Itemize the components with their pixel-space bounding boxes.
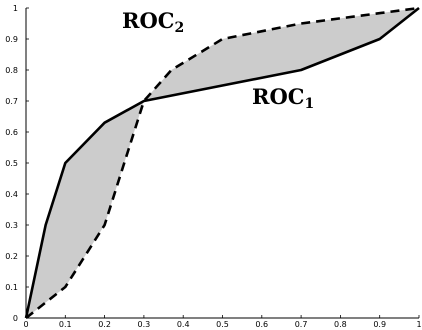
roc1-label: ROC1	[252, 84, 314, 112]
x-tick-label-1: 0.1	[59, 320, 72, 329]
x-tick-label-4: 0.4	[177, 320, 190, 329]
y-tick-label-9: 0.9	[5, 35, 18, 44]
y-tick-label-8: 0.8	[5, 66, 18, 75]
shaded-region	[26, 8, 419, 318]
x-tick-label-5: 0.5	[216, 320, 229, 329]
series-line-roc2	[25, 6, 420, 320]
x-tick-label-3: 0.3	[138, 320, 151, 329]
y-tick-label-3: 0.3	[5, 221, 18, 230]
y-tick-label-0: 0	[13, 314, 18, 323]
series-line-roc1	[24, 6, 420, 319]
roc2-label: ROC2	[122, 8, 184, 36]
y-tick-label-2: 0.2	[5, 252, 18, 261]
x-tick-label-0: 0	[23, 320, 28, 329]
curve-labels: ROC2 ROC1	[122, 8, 314, 112]
axes: 0 0.1 0.2 0.3 0.4 0.5 0.6 0.7 0.8 0.9 1 0 0.1 0.2 0.3 0…	[5, 4, 421, 329]
x-tick-label-9: 0.9	[373, 320, 386, 329]
series-layer	[24, 6, 420, 320]
y-tick-label-4: 0.4	[5, 190, 18, 199]
y-tick-label-10: 1	[13, 4, 18, 13]
x-tick-label-6: 0.6	[255, 320, 268, 329]
y-tick-label-5: 0.5	[5, 159, 18, 168]
y-tick-label-6: 0.6	[5, 128, 18, 137]
y-tick-label-7: 0.7	[5, 97, 18, 106]
x-tick-label-7: 0.7	[295, 320, 308, 329]
y-tick-label-1: 0.1	[5, 283, 18, 292]
shaded-region-layer	[26, 8, 419, 318]
x-tick-label-10: 1	[416, 320, 421, 329]
x-tick-label-2: 0.2	[98, 320, 111, 329]
x-tick-label-8: 0.8	[334, 320, 347, 329]
